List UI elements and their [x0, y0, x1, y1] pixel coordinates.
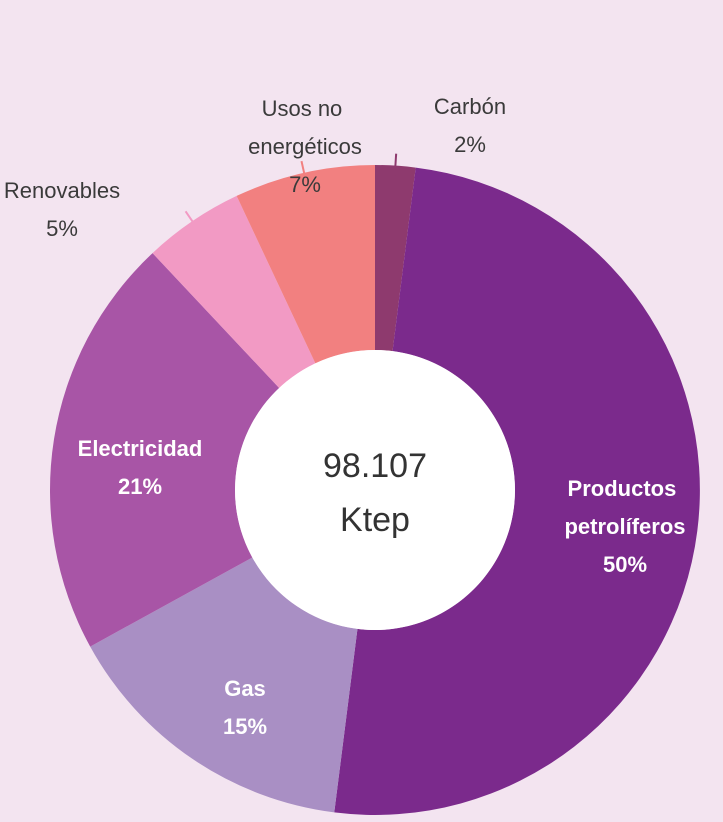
slice-label: Electricidad — [78, 436, 203, 461]
slice-value-label: 2% — [454, 132, 486, 157]
slice-value-label: 5% — [46, 216, 78, 241]
donut-slice — [90, 557, 358, 813]
leader-line — [184, 210, 199, 231]
slice-value-label: 50% — [603, 552, 647, 577]
slice-label: Carbón — [434, 94, 506, 119]
donut-hole — [235, 350, 515, 630]
leader-line — [393, 153, 398, 176]
leader-line — [300, 160, 308, 183]
slice-label: Renovables — [4, 178, 120, 203]
donut-slice — [49, 253, 280, 647]
slice-value-label: 7% — [289, 172, 321, 197]
donut-slice — [236, 165, 375, 364]
donut-slice — [152, 195, 316, 388]
donut-slice — [375, 165, 416, 352]
slice-label: Gas — [224, 676, 266, 701]
slice-label: Usos no energéticos — [248, 96, 362, 159]
slice-value-label: 15% — [223, 714, 267, 739]
donut-slice — [334, 167, 700, 815]
slice-label: Productos petrolíferos — [564, 476, 685, 539]
center-value: 98.107 — [323, 447, 427, 485]
slice-value-label: 21% — [118, 474, 162, 499]
center-unit: Ktep — [340, 501, 410, 539]
